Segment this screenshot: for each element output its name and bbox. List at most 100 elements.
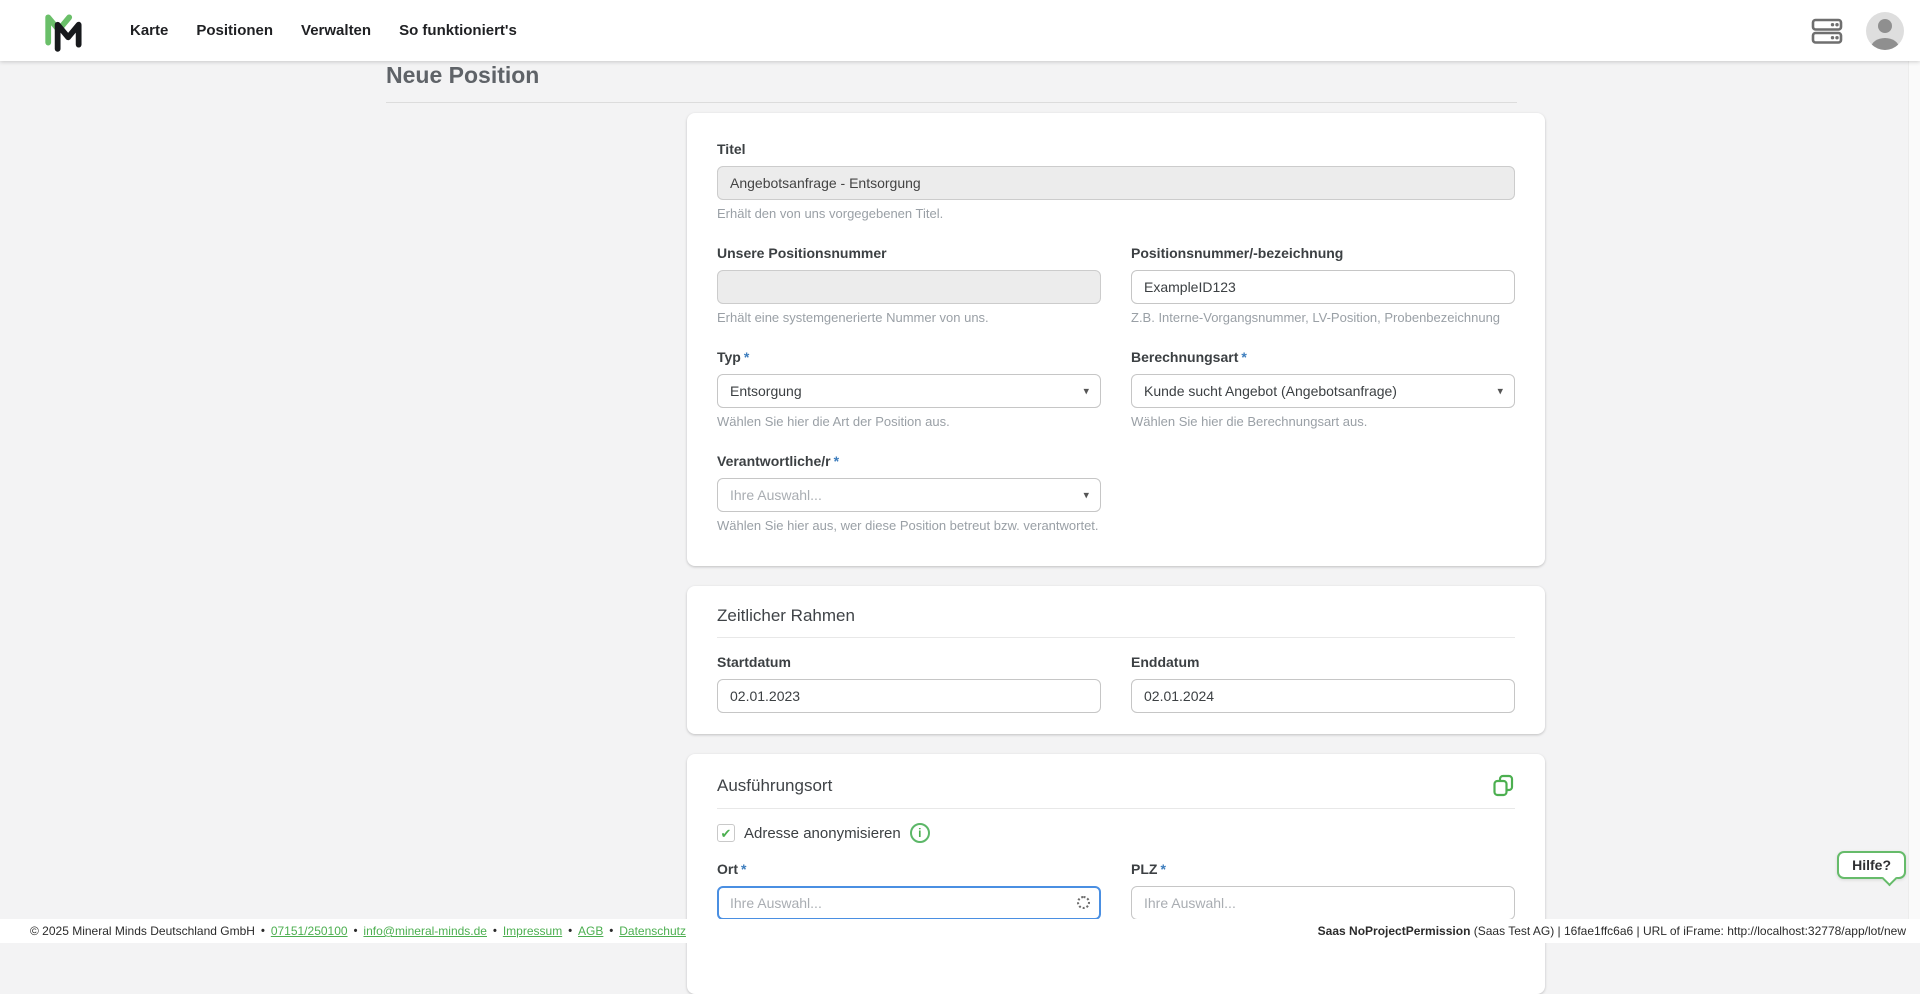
server-stack-glyph	[1810, 16, 1844, 46]
footer-separator: •	[354, 925, 358, 937]
anonymize-row: ✔ Adresse anonymisieren i	[717, 823, 1515, 843]
copy-icon[interactable]	[1492, 774, 1515, 797]
field-verantwortliche: Verantwortliche/r* Ihre Auswahl... ▾ Wäh…	[717, 453, 1101, 533]
help-button-label: Hilfe?	[1852, 857, 1891, 873]
berechnungsart-hint: Wählen Sie hier die Berechnungsart aus.	[1131, 414, 1515, 429]
field-positionsnummer: Positionsnummer/-bezeichnung Z.B. Intern…	[1131, 245, 1515, 325]
berechnungsart-label: Berechnungsart*	[1131, 349, 1515, 366]
plz-label: PLZ*	[1131, 861, 1515, 878]
mineral-minds-logo[interactable]	[40, 10, 92, 52]
footer-right: Saas NoProjectPermission (Saas Test AG) …	[1318, 924, 1906, 938]
positionsnummer-input[interactable]	[1131, 270, 1515, 304]
bubble-tail	[1882, 871, 1898, 887]
verantwortliche-label: Verantwortliche/r*	[717, 453, 1101, 470]
copy-glyph	[1492, 774, 1515, 797]
check-icon: ✔	[721, 827, 732, 840]
top-navbar: Karte Positionen Verwalten So funktionie…	[0, 0, 1920, 61]
field-titel: Titel Erhält den von uns vorgegebenen Ti…	[717, 141, 1515, 221]
typ-select-value: Entsorgung	[730, 383, 802, 399]
unsere-positionsnummer-input	[717, 270, 1101, 304]
ausfuehrungsort-card: Ausführungsort ✔ Adresse anonymisieren i…	[687, 754, 1545, 994]
unsere-positionsnummer-hint: Erhält eine systemgenerierte Nummer von …	[717, 310, 1101, 325]
titel-hint: Erhält den von uns vorgegebenen Titel.	[717, 206, 1515, 221]
enddatum-input[interactable]	[1131, 679, 1515, 713]
nav-item-positionen[interactable]: Positionen	[182, 12, 287, 49]
required-asterisk: *	[741, 861, 746, 877]
info-glyph: i	[918, 826, 921, 840]
row-verantwortliche: Verantwortliche/r* Ihre Auswahl... ▾ Wäh…	[717, 453, 1515, 533]
footer-link-impressum[interactable]: Impressum	[503, 924, 562, 938]
title-divider	[386, 102, 1517, 103]
row-dates: Startdatum Enddatum	[717, 654, 1515, 713]
footer-left: © 2025 Mineral Minds Deutschland GmbH • …	[30, 924, 686, 938]
footer-separator: •	[609, 925, 613, 937]
verantwortliche-select[interactable]: Ihre Auswahl... ▾	[717, 478, 1101, 512]
avatar-head-icon	[1878, 19, 1892, 33]
typ-hint: Wählen Sie hier die Art der Position aus…	[717, 414, 1101, 429]
required-asterisk: *	[1160, 861, 1165, 877]
footer-link-email[interactable]: info@mineral-minds.de	[363, 924, 487, 938]
ort-input[interactable]	[717, 886, 1101, 920]
footer: © 2025 Mineral Minds Deutschland GmbH • …	[0, 919, 1920, 943]
footer-separator: •	[568, 925, 572, 937]
logo-mm-icon	[40, 10, 90, 52]
card-divider	[717, 637, 1515, 638]
positionsnummer-hint: Z.B. Interne-Vorgangsnummer, LV-Position…	[1131, 310, 1515, 325]
footer-separator: •	[261, 925, 265, 937]
copyright-text: © 2025 Mineral Minds Deutschland GmbH	[30, 924, 255, 938]
field-typ: Typ* Entsorgung ▾ Wählen Sie hier die Ar…	[717, 349, 1101, 429]
ort-label: Ort*	[717, 861, 1101, 878]
row-positionsnummer: Unsere Positionsnummer Erhält eine syste…	[717, 245, 1515, 325]
main-navigation: Karte Positionen Verwalten So funktionie…	[116, 12, 531, 49]
startdatum-label: Startdatum	[717, 654, 1101, 671]
startdatum-input[interactable]	[717, 679, 1101, 713]
user-avatar[interactable]	[1866, 12, 1904, 50]
page-title: Neue Position	[386, 62, 539, 89]
card-divider	[717, 808, 1515, 809]
positionsnummer-label: Positionsnummer/-bezeichnung	[1131, 245, 1515, 262]
titel-input	[717, 166, 1515, 200]
position-form-card: Titel Erhält den von uns vorgegebenen Ti…	[687, 113, 1545, 566]
nav-item-karte[interactable]: Karte	[116, 12, 182, 49]
nav-item-verwalten[interactable]: Verwalten	[287, 12, 385, 49]
typ-select[interactable]: Entsorgung ▾	[717, 374, 1101, 408]
required-asterisk: *	[834, 453, 839, 469]
loading-spinner-icon	[1077, 896, 1090, 909]
berechnungsart-select[interactable]: Kunde sucht Angebot (Angebotsanfrage) ▾	[1131, 374, 1515, 408]
required-asterisk: *	[744, 349, 749, 365]
nav-item-so-funktionierts[interactable]: So funktioniert's	[385, 12, 531, 49]
footer-separator: •	[493, 925, 497, 937]
info-icon[interactable]: i	[910, 823, 930, 843]
field-enddatum: Enddatum	[1131, 654, 1515, 713]
help-button[interactable]: Hilfe?	[1837, 851, 1906, 879]
chevron-down-icon: ▾	[1083, 385, 1089, 398]
typ-label: Typ*	[717, 349, 1101, 366]
footer-link-datenschutz[interactable]: Datenschutz	[619, 924, 686, 938]
field-unsere-positionsnummer: Unsere Positionsnummer Erhält eine syste…	[717, 245, 1101, 325]
anonymize-checkbox[interactable]: ✔	[717, 824, 735, 842]
ausfuehrungsort-title: Ausführungsort	[717, 776, 832, 796]
field-ort: Ort*	[717, 861, 1101, 920]
field-berechnungsart: Berechnungsart* Kunde sucht Angebot (Ang…	[1131, 349, 1515, 429]
avatar-body-icon	[1871, 38, 1899, 50]
zeitlicher-rahmen-title: Zeitlicher Rahmen	[717, 606, 1515, 626]
plz-input[interactable]	[1131, 886, 1515, 920]
berechnungsart-select-value: Kunde sucht Angebot (Angebotsanfrage)	[1144, 383, 1397, 399]
field-plz: PLZ*	[1131, 861, 1515, 920]
verantwortliche-hint: Wählen Sie hier aus, wer diese Position …	[717, 518, 1101, 533]
zeitlicher-rahmen-card: Zeitlicher Rahmen Startdatum Enddatum	[687, 586, 1545, 734]
enddatum-label: Enddatum	[1131, 654, 1515, 671]
verantwortliche-select-placeholder: Ihre Auswahl...	[730, 487, 822, 503]
titel-label: Titel	[717, 141, 1515, 158]
footer-link-agb[interactable]: AGB	[578, 924, 603, 938]
saas-permission-text: Saas NoProjectPermission	[1318, 924, 1471, 938]
page-scrollbar[interactable]	[1908, 61, 1920, 943]
row-ort-plz: Ort* PLZ*	[717, 861, 1515, 920]
chevron-down-icon: ▾	[1083, 489, 1089, 502]
card-reader-icon[interactable]	[1810, 16, 1844, 46]
field-startdatum: Startdatum	[717, 654, 1101, 713]
footer-link-phone[interactable]: 07151/250100	[271, 924, 348, 938]
navbar-right	[1810, 12, 1904, 50]
saas-info-text: (Saas Test AG) | 16fae1ffc6a6 | URL of i…	[1470, 924, 1906, 938]
required-asterisk: *	[1241, 349, 1246, 365]
